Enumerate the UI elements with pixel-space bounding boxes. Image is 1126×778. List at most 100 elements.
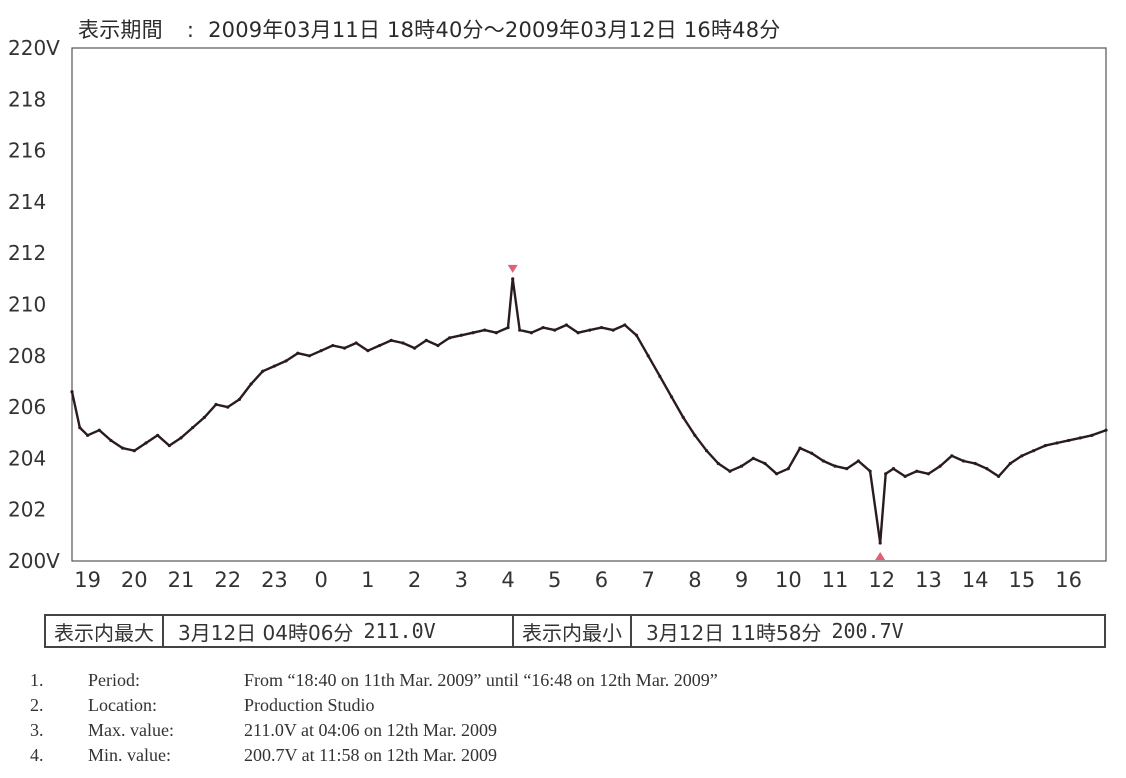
data-point (109, 438, 113, 443)
data-point (1067, 438, 1071, 443)
y-tick-label: 210 (8, 293, 46, 317)
max-time: 3月12日 04時06分 (178, 620, 354, 645)
notes-list: 1. Period: From “18:40 on 11th Mar. 2009… (30, 670, 718, 770)
x-tick-label: 5 (548, 568, 561, 592)
note-value: Production Studio (244, 695, 375, 715)
x-tick-label: 6 (595, 568, 608, 592)
data-point (646, 354, 650, 358)
data-point (284, 359, 288, 363)
data-point (506, 325, 510, 330)
data-point (985, 467, 989, 471)
x-tick-label: 16 (1055, 568, 1082, 592)
data-point (728, 469, 732, 473)
y-tick-label: 206 (8, 395, 46, 419)
x-tick-label: 21 (168, 568, 195, 592)
data-point (1078, 436, 1082, 440)
data-point (891, 467, 896, 471)
x-tick-label: 10 (775, 568, 802, 592)
y-tick-label: 216 (8, 139, 46, 163)
note-key: Min. value: (88, 745, 171, 765)
note-item: 4. Min. value: 200.7V at 11:58 on 12th M… (30, 745, 718, 770)
data-point (763, 461, 767, 466)
data-point (1055, 441, 1059, 445)
data-point (903, 474, 907, 478)
data-point (751, 456, 755, 460)
data-point (529, 331, 533, 335)
data-point (576, 331, 580, 335)
y-tick-label: 208 (8, 344, 46, 368)
data-point (833, 464, 837, 468)
note-key: Location: (88, 695, 157, 715)
data-point (740, 464, 744, 468)
x-tick-label: 1 (361, 568, 374, 592)
data-point (156, 433, 160, 437)
data-point (950, 454, 954, 458)
plot-frame (71, 47, 1107, 562)
period-range: 2009年03月11日 18時40分～2009年03月12日 16時48分 (208, 18, 781, 42)
data-point (961, 459, 966, 463)
data-point (973, 461, 977, 466)
x-tick-label: 11 (822, 568, 849, 592)
x-tick-label: 20 (121, 568, 148, 592)
data-point (226, 405, 230, 409)
data-point (448, 336, 452, 340)
data-point (78, 426, 82, 430)
data-point (878, 541, 882, 545)
data-point (821, 459, 825, 463)
x-tick-label: 0 (314, 568, 327, 592)
data-point (884, 472, 888, 476)
data-point (1090, 433, 1094, 437)
data-point (401, 341, 405, 345)
data-point (272, 364, 277, 368)
series-line (70, 277, 1107, 545)
data-point (810, 451, 814, 455)
note-key: Max. value: (88, 720, 174, 740)
note-item: 1. Period: From “18:40 on 11th Mar. 2009… (30, 670, 718, 695)
data-point (541, 325, 545, 330)
data-point (786, 467, 790, 471)
data-point (1020, 454, 1024, 458)
data-point (798, 446, 802, 450)
note-number: 3. (30, 720, 44, 740)
data-point (319, 349, 323, 353)
data-point (389, 338, 393, 343)
y-tick-label: 214 (8, 190, 46, 214)
data-point (553, 328, 557, 332)
display-period-header: 表示期間:2009年03月11日 18時40分～2009年03月12日 16時4… (78, 14, 781, 44)
data-point (70, 390, 74, 394)
data-point (296, 351, 300, 355)
x-tick-label: 2 (408, 568, 421, 592)
data-point (459, 333, 463, 337)
x-tick-label: 19 (74, 568, 101, 592)
data-point (1008, 461, 1012, 466)
note-number: 2. (30, 695, 44, 715)
note-item: 2. Location: Production Studio (30, 695, 718, 720)
x-tick-label: 7 (641, 568, 654, 592)
data-point (377, 343, 382, 348)
data-point (716, 461, 720, 466)
data-point (366, 349, 370, 353)
data-point (202, 415, 206, 419)
data-point (1043, 443, 1047, 448)
data-point (121, 446, 125, 450)
data-point (845, 467, 849, 471)
data-point (611, 328, 615, 332)
x-tick-label: 14 (962, 568, 989, 592)
note-number: 4. (30, 745, 44, 765)
data-point (249, 382, 253, 386)
note-item: 3. Max. value: 211.0V at 04:06 on 12th M… (30, 720, 718, 745)
data-point (518, 328, 522, 332)
data-point (424, 338, 428, 343)
data-point (868, 469, 872, 473)
data-point (856, 459, 861, 463)
data-point (191, 426, 195, 430)
data-point (167, 443, 171, 448)
x-tick-label: 13 (915, 568, 942, 592)
data-point (588, 328, 592, 332)
y-tick-label: 202 (8, 498, 46, 522)
data-point (564, 323, 569, 327)
data-point (179, 436, 183, 440)
x-tick-label: 23 (261, 568, 288, 592)
period-label: 表示期間 (78, 18, 163, 42)
